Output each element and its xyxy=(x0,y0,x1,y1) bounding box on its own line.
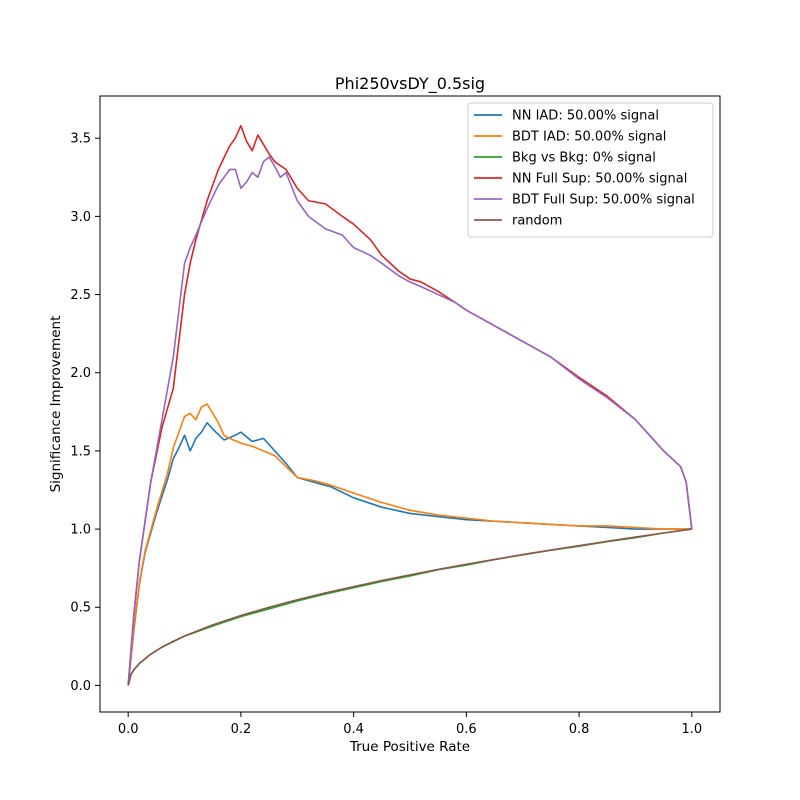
x-tick-label: 1.0 xyxy=(681,722,702,737)
legend-label: NN IAD: 50.00% signal xyxy=(512,109,659,124)
x-tick-label: 0.2 xyxy=(231,722,252,737)
y-tick-label: 1.5 xyxy=(70,444,91,459)
legend-box xyxy=(467,102,714,238)
legend-label: random xyxy=(512,214,562,229)
x-tick-label: 0.6 xyxy=(456,722,477,737)
y-tick-label: 3.5 xyxy=(70,132,91,147)
y-axis-label: Significance Improvement xyxy=(48,316,64,493)
series-layer xyxy=(127,124,693,686)
chart-title: Phi250vsDY_0.5sig xyxy=(335,74,485,94)
x-tick-label: 0.4 xyxy=(343,722,364,737)
y-tick-label: 3.0 xyxy=(70,210,91,225)
series-line-4 xyxy=(127,156,693,686)
y-tick-label: 2.0 xyxy=(70,366,91,381)
series-line-1 xyxy=(127,403,692,686)
y-tick-label: 2.5 xyxy=(70,288,91,303)
y-tick-label: 0.5 xyxy=(70,601,91,616)
y-tick-label: 1.0 xyxy=(70,523,91,538)
y-tick-label: 0.0 xyxy=(70,679,91,694)
legend-label: BDT IAD: 50.00% signal xyxy=(512,130,666,145)
series-line-5 xyxy=(127,528,692,686)
legend: NN IAD: 50.00% signal BDT IAD: 50.00% sig… xyxy=(467,102,714,238)
legend-label: BDT Full Sup: 50.00% signal xyxy=(512,193,695,208)
plot-frame xyxy=(99,95,721,713)
legend-label: Bkg vs Bkg: 0% signal xyxy=(512,151,656,166)
x-tick-label: 0.8 xyxy=(569,722,590,737)
x-axis: 0.0 0.2 0.4 0.6 0.8 1.0 xyxy=(118,712,702,737)
x-tick-label: 0.0 xyxy=(118,722,139,737)
legend-label: NN Full Sup: 50.00% signal xyxy=(512,172,687,187)
y-axis: 0.0 0.5 1.0 1.5 2.0 2.5 3.0 3.5 xyxy=(70,132,100,694)
x-axis-label: True Positive Rate xyxy=(349,739,470,755)
